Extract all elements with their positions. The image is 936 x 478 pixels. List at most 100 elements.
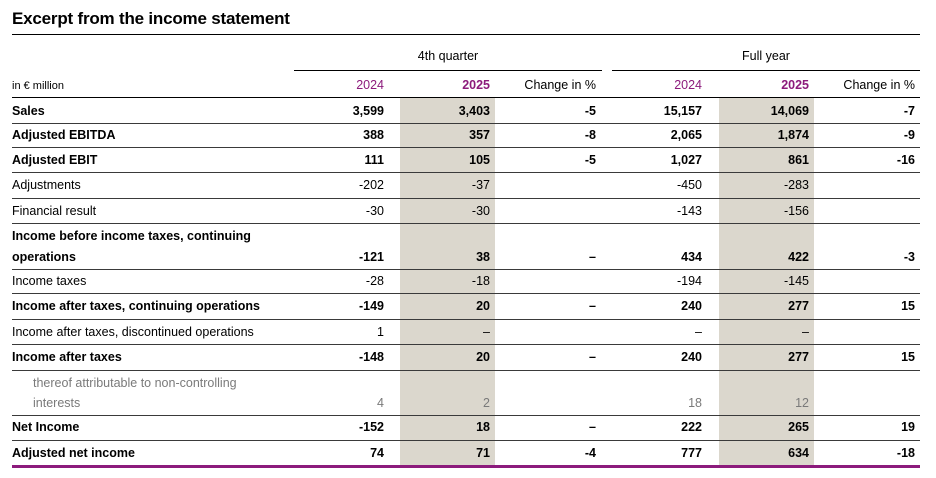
cell: 15 — [901, 299, 915, 313]
row-divider — [12, 147, 920, 148]
cell: 861 — [788, 153, 809, 167]
col-header-q4-2024: 2024 — [356, 78, 384, 92]
row-divider — [12, 172, 920, 173]
cell: 1,027 — [670, 153, 702, 167]
cell: -121 — [358, 250, 384, 264]
row-divider — [12, 293, 920, 294]
cell: 20 — [476, 299, 490, 313]
group-rule-fy — [612, 70, 920, 71]
cell: 1,874 — [777, 128, 809, 142]
cell: 19 — [901, 420, 915, 434]
cell: -18 — [896, 446, 915, 460]
row-label-adjusted-net-income: Adjusted net income — [12, 446, 135, 460]
group-rule-q4 — [294, 70, 602, 71]
row-label-non-controlling-line2: interests — [33, 396, 81, 410]
cell: -28 — [365, 274, 384, 288]
cell: – — [589, 250, 596, 264]
cell: 277 — [788, 350, 809, 364]
cell: -202 — [358, 178, 384, 192]
shade-fy-2025 — [719, 97, 814, 466]
cell: 3,599 — [352, 104, 384, 118]
cell: -156 — [783, 204, 809, 218]
row-label-income-before-taxes-line1: Income before income taxes, continuing — [12, 229, 251, 243]
row-label-income-after-taxes-continuing: Income after taxes, continuing operation… — [12, 299, 260, 313]
cell: 71 — [476, 446, 490, 460]
table-bottom-rule — [12, 465, 920, 468]
row-label-sales: Sales — [12, 104, 45, 118]
cell: -143 — [676, 204, 702, 218]
group-header-q4: 4th quarter — [417, 49, 479, 63]
cell: 105 — [469, 153, 490, 167]
cell: 2,065 — [670, 128, 702, 142]
cell: 388 — [363, 128, 384, 142]
col-header-fy-2024: 2024 — [674, 78, 702, 92]
row-divider — [12, 123, 920, 124]
cell: -37 — [471, 178, 490, 192]
group-header-fy: Full year — [742, 49, 790, 63]
row-label-income-taxes: Income taxes — [12, 274, 87, 288]
cell: 634 — [788, 446, 809, 460]
cell: 357 — [469, 128, 490, 142]
cell: -5 — [584, 104, 596, 118]
cell: 777 — [681, 446, 702, 460]
row-label-financial-result: Financial result — [12, 204, 97, 218]
cell: 38 — [476, 250, 490, 264]
row-label-income-after-taxes: Income after taxes — [12, 350, 122, 364]
cell: – — [589, 299, 596, 313]
cell: -30 — [471, 204, 490, 218]
cell: – — [695, 325, 702, 339]
cell: -3 — [903, 250, 915, 264]
cell: – — [483, 325, 490, 339]
cell: -7 — [903, 104, 915, 118]
row-divider — [12, 319, 920, 320]
col-header-q4-change: Change in % — [524, 78, 596, 92]
cell: -18 — [471, 274, 490, 288]
cell: – — [802, 325, 809, 339]
cell: 15 — [901, 350, 915, 364]
header-rule — [12, 97, 920, 98]
cell: -30 — [365, 204, 384, 218]
row-label-non-controlling-line1: thereof attributable to non-controlling — [33, 376, 237, 390]
cell: 434 — [681, 250, 702, 264]
cell: 277 — [788, 299, 809, 313]
cell: 111 — [364, 153, 384, 167]
cell: 3,403 — [458, 104, 490, 118]
row-label-adjustments: Adjustments — [12, 178, 81, 192]
cell: 422 — [788, 250, 809, 264]
cell: 15,157 — [663, 104, 702, 118]
cell: 240 — [681, 299, 702, 313]
cell: 222 — [681, 420, 702, 434]
cell: -283 — [783, 178, 809, 192]
unit-label: in € million — [12, 80, 64, 92]
cell: -4 — [584, 446, 596, 460]
cell: -9 — [903, 128, 915, 142]
cell: 20 — [476, 350, 490, 364]
row-divider — [12, 415, 920, 416]
cell: 18 — [476, 420, 490, 434]
cell: 265 — [788, 420, 809, 434]
cell: – — [589, 350, 596, 364]
row-label-net-income: Net Income — [12, 420, 80, 434]
cell: -148 — [358, 350, 384, 364]
cell: -5 — [584, 153, 596, 167]
col-header-fy-change: Change in % — [843, 78, 915, 92]
cell: -145 — [783, 274, 809, 288]
row-divider — [12, 440, 920, 441]
cell: 4 — [377, 396, 384, 410]
cell: -450 — [676, 178, 702, 192]
row-label-adjusted-ebitda: Adjusted EBITDA — [12, 128, 116, 142]
cell: 14,069 — [770, 104, 809, 118]
row-label-income-after-taxes-discontinued: Income after taxes, discontinued operati… — [12, 325, 254, 339]
shade-q4-2025 — [400, 97, 495, 466]
row-divider — [12, 344, 920, 345]
row-label-income-before-taxes-line2: operations — [12, 250, 76, 264]
row-divider — [12, 370, 920, 371]
cell: – — [589, 420, 596, 434]
col-header-q4-2025: 2025 — [462, 78, 490, 92]
cell: -16 — [896, 153, 915, 167]
cell: -8 — [584, 128, 596, 142]
row-divider — [12, 198, 920, 199]
cell: 240 — [681, 350, 702, 364]
cell: 2 — [483, 396, 490, 410]
page-title: Excerpt from the income statement — [12, 9, 920, 35]
